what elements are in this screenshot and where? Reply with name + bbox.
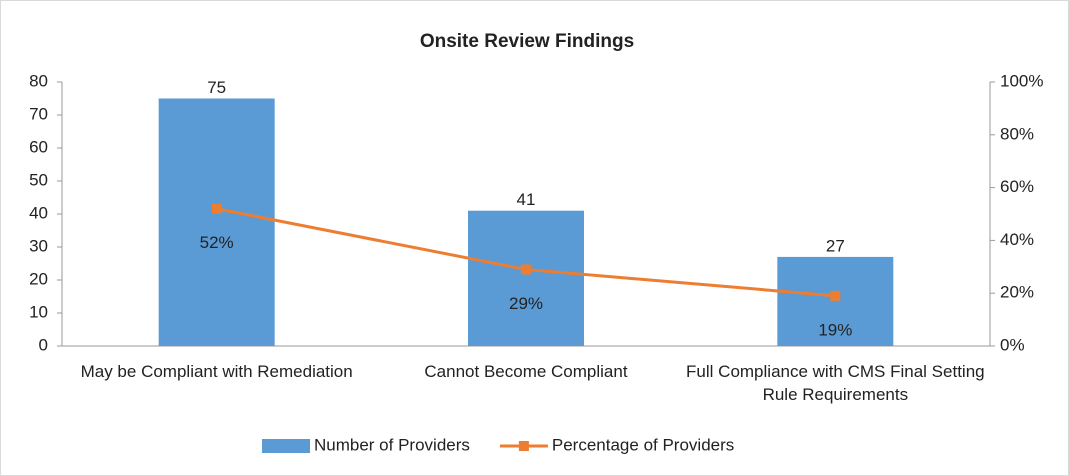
data-label: 19% <box>818 320 852 339</box>
y-tick-label: 70 <box>29 104 48 123</box>
y2-tick-label: 20% <box>1000 283 1034 302</box>
y-tick-label: 50 <box>29 170 48 189</box>
x-tick-label: Full Compliance with CMS Final Setting R… <box>686 362 985 404</box>
y2-tick-label: 60% <box>1000 177 1034 196</box>
y-tick-label: 60 <box>29 137 48 156</box>
data-label: 29% <box>509 294 543 313</box>
legend-swatch <box>262 439 310 453</box>
legend-label: Percentage of Providers <box>552 435 734 454</box>
y2-tick-label: 80% <box>1000 124 1034 143</box>
y2-tick-label: 40% <box>1000 230 1034 249</box>
y-tick-label: 20 <box>29 269 48 288</box>
y-tick-label: 0 <box>39 335 48 354</box>
bar <box>158 98 275 346</box>
line-marker <box>211 203 222 214</box>
y-tick-label: 30 <box>29 236 48 255</box>
data-label: 52% <box>200 233 234 252</box>
x-tick-label: May be Compliant with Remediation <box>80 362 353 381</box>
y-tick-label: 80 <box>29 71 48 90</box>
bar <box>777 256 894 346</box>
data-label: 41 <box>517 190 536 209</box>
line-marker <box>521 264 531 275</box>
legend-swatch <box>518 441 529 451</box>
x-tick-label: Cannot Become Compliant <box>424 362 628 381</box>
bar <box>468 210 584 346</box>
y-tick-label: 40 <box>29 203 48 222</box>
data-label: 27 <box>826 236 845 255</box>
legend-label: Number of Providers <box>314 435 470 454</box>
chart-title: Onsite Review Findings <box>420 31 634 52</box>
y2-tick-label: 100% <box>1000 71 1043 90</box>
y-tick-label: 10 <box>29 302 48 321</box>
y2-tick-label: 0% <box>1000 335 1025 354</box>
line-marker <box>830 290 841 301</box>
data-label: 75 <box>207 78 226 97</box>
